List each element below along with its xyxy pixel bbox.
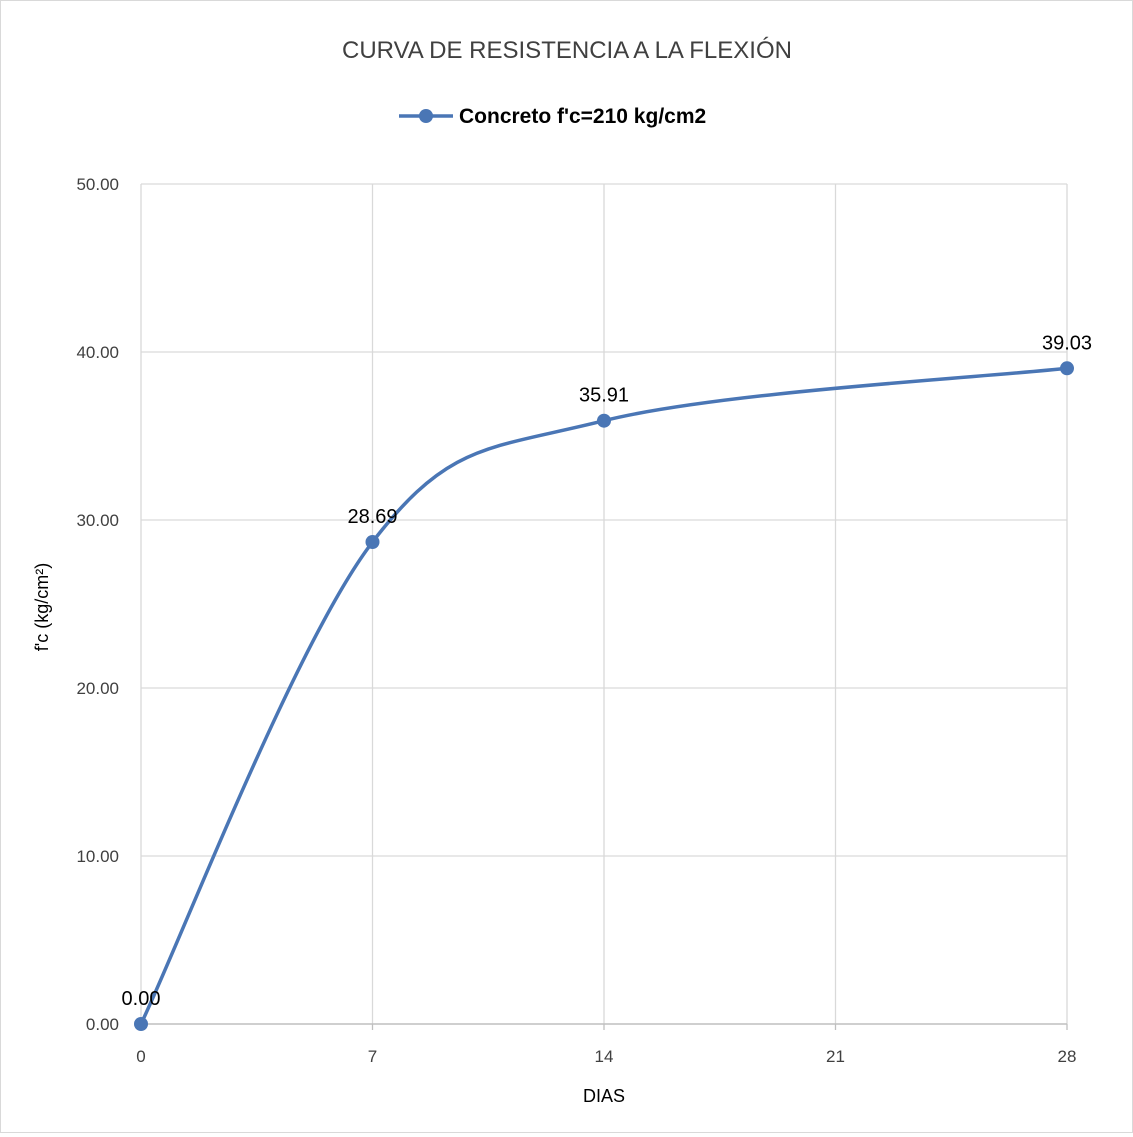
- data-point: [134, 1017, 148, 1031]
- x-tick-label: 28: [1058, 1047, 1077, 1066]
- axes: [140, 184, 1068, 1030]
- data-label: 39.03: [1042, 332, 1092, 354]
- legend-marker-swatch: [419, 109, 433, 123]
- series-group: [134, 361, 1074, 1031]
- data-label: 28.69: [347, 506, 397, 528]
- y-tick-labels: 0.00 10.00 20.00 30.00 40.00 50.00: [76, 175, 119, 1034]
- legend-label: Concreto f'c=210 kg/cm2: [459, 105, 706, 128]
- y-tick-label: 20.00: [76, 679, 119, 698]
- legend: Concreto f'c=210 kg/cm2: [399, 105, 706, 128]
- data-point: [365, 535, 380, 550]
- x-tick-label: 7: [368, 1047, 377, 1066]
- y-tick-label: 50.00: [76, 175, 119, 194]
- data-label: 0.00: [122, 988, 161, 1010]
- chart-title: CURVA DE RESISTENCIA A LA FLEXIÓN: [342, 37, 792, 64]
- x-tick-label: 21: [826, 1047, 845, 1066]
- y-tick-label: 30.00: [76, 511, 119, 530]
- y-tick-label: 0.00: [86, 1015, 119, 1034]
- x-tick-label: 0: [136, 1047, 145, 1066]
- data-labels: 0.00 28.69 35.91 39.03: [122, 332, 1093, 1010]
- x-tick-labels: 0 7 14 21 28: [136, 1047, 1076, 1066]
- x-tick-label: 14: [595, 1047, 614, 1066]
- data-point: [1060, 361, 1074, 376]
- grid: [141, 183, 1068, 1024]
- y-tick-label: 40.00: [76, 343, 119, 362]
- series-line: [139, 366, 1069, 1026]
- y-tick-label: 10.00: [76, 847, 119, 866]
- x-axis-title: DIAS: [583, 1086, 625, 1106]
- data-point: [597, 413, 611, 428]
- data-label: 35.91: [579, 385, 629, 407]
- y-axis-title: f'c (kg/cm²): [32, 563, 52, 651]
